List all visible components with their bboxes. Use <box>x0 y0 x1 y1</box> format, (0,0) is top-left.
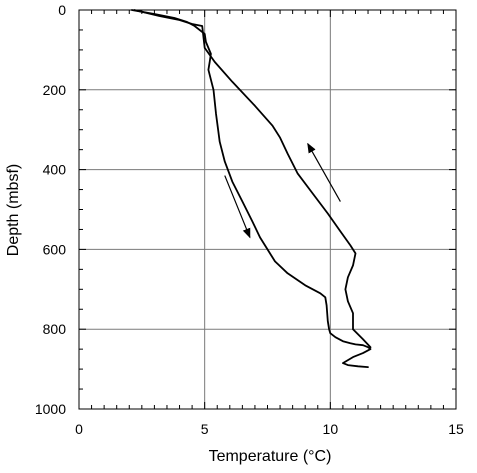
y-tick-label: 200 <box>43 82 67 98</box>
y-axis-title: Depth (mbsf) <box>5 164 22 256</box>
axis-ticks <box>78 9 457 410</box>
direction-arrow <box>307 142 341 202</box>
grid <box>79 10 456 409</box>
y-tick-label: 1000 <box>35 401 66 417</box>
y-tick-label: 600 <box>43 241 67 257</box>
x-axis-title: Temperature (°C) <box>209 448 332 465</box>
x-tick-label: 5 <box>201 421 209 437</box>
x-tick-label: 10 <box>323 421 339 437</box>
x-tick-label: 15 <box>448 421 464 437</box>
x-tick-label: 0 <box>75 421 83 437</box>
y-tick-label: 0 <box>58 2 66 18</box>
temperature-profile-line <box>130 9 372 368</box>
y-tick-label: 800 <box>43 321 67 337</box>
plot-frame <box>78 9 457 410</box>
series-lines <box>130 9 372 368</box>
temperature-profile-line <box>133 9 372 349</box>
direction-arrow <box>224 175 251 239</box>
tick-labels: 0 5 10 15 0 200 400 600 800 1000 <box>35 2 464 437</box>
annotations <box>224 142 341 239</box>
y-tick-label: 400 <box>43 162 67 178</box>
